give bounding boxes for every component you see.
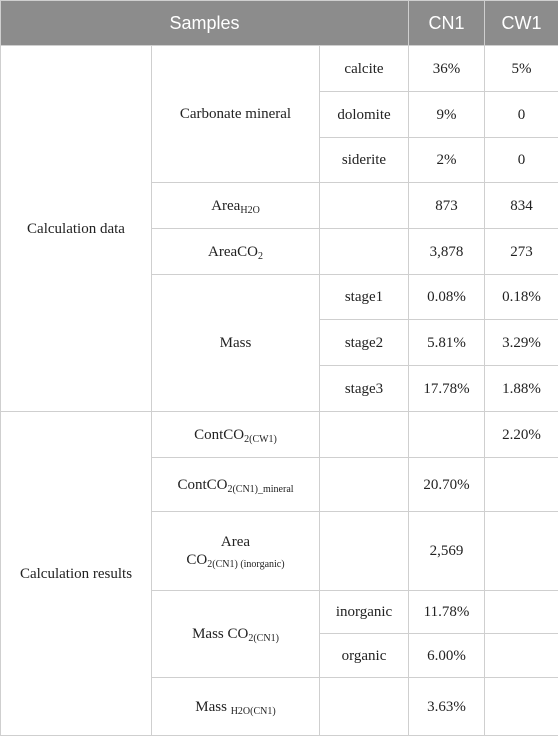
area-h2o-label: AreaH2O bbox=[152, 183, 320, 229]
header-samples: Samples bbox=[1, 1, 409, 46]
stage3-label: stage3 bbox=[320, 366, 409, 412]
stage1-label: stage1 bbox=[320, 275, 409, 320]
stage2-cn1: 5.81% bbox=[409, 320, 485, 366]
stage2-label: stage2 bbox=[320, 320, 409, 366]
stage3-cn1: 17.78% bbox=[409, 366, 485, 412]
cont-cw1-cw1: 2.20% bbox=[485, 412, 558, 458]
row-cont-cw1: Calculation results ContCO2(CW1) 2.20% bbox=[1, 412, 558, 458]
mass-co2-label: Mass CO2(CN1) bbox=[152, 591, 320, 678]
mass-h2o-cw1 bbox=[485, 678, 558, 736]
carbonate-mineral-label: Carbonate mineral bbox=[152, 46, 320, 183]
area-cn1-empty bbox=[320, 512, 409, 591]
group-calculation-data: Calculation data bbox=[1, 46, 152, 412]
dolomite-label: dolomite bbox=[320, 92, 409, 138]
cont-cw1-label: ContCO2(CW1) bbox=[152, 412, 320, 458]
stage1-cw1: 0.18% bbox=[485, 275, 558, 320]
siderite-label: siderite bbox=[320, 138, 409, 183]
organic-cn1: 6.00% bbox=[409, 634, 485, 678]
mass-label: Mass bbox=[152, 275, 320, 412]
header-row: Samples CN1 CW1 bbox=[1, 1, 558, 46]
siderite-cn1: 2% bbox=[409, 138, 485, 183]
mass-h2o-cn1: 3.63% bbox=[409, 678, 485, 736]
stage1-cn1: 0.08% bbox=[409, 275, 485, 320]
organic-label: organic bbox=[320, 634, 409, 678]
siderite-cw1: 0 bbox=[485, 138, 558, 183]
cont-cn1-cw1 bbox=[485, 458, 558, 512]
organic-cw1 bbox=[485, 634, 558, 678]
area-co2-cw1: 273 bbox=[485, 229, 558, 275]
calcite-label: calcite bbox=[320, 46, 409, 92]
cont-cw1-cn1 bbox=[409, 412, 485, 458]
area-cn1-cw1 bbox=[485, 512, 558, 591]
area-h2o-cw1: 834 bbox=[485, 183, 558, 229]
row-calcite: Calculation data Carbonate mineral calci… bbox=[1, 46, 558, 92]
group-calculation-results: Calculation results bbox=[1, 412, 152, 736]
inorganic-cw1 bbox=[485, 591, 558, 634]
cont-cn1-label: ContCO2(CN1)_mineral bbox=[152, 458, 320, 512]
area-h2o-cn1: 873 bbox=[409, 183, 485, 229]
area-h2o-empty bbox=[320, 183, 409, 229]
mass-h2o-empty bbox=[320, 678, 409, 736]
inorganic-cn1: 11.78% bbox=[409, 591, 485, 634]
inorganic-label: inorganic bbox=[320, 591, 409, 634]
area-cn1-cn1: 2,569 bbox=[409, 512, 485, 591]
calcite-cn1: 36% bbox=[409, 46, 485, 92]
area-co2-empty bbox=[320, 229, 409, 275]
stage2-cw1: 3.29% bbox=[485, 320, 558, 366]
mass-h2o-label: Mass H2O(CN1) bbox=[152, 678, 320, 736]
area-co2-cn1: 3,878 bbox=[409, 229, 485, 275]
area-co2-label: AreaCO2 bbox=[152, 229, 320, 275]
dolomite-cn1: 9% bbox=[409, 92, 485, 138]
dolomite-cw1: 0 bbox=[485, 92, 558, 138]
header-cw1: CW1 bbox=[485, 1, 558, 46]
calcite-cw1: 5% bbox=[485, 46, 558, 92]
cont-cn1-empty bbox=[320, 458, 409, 512]
stage3-cw1: 1.88% bbox=[485, 366, 558, 412]
cont-cn1-cn1: 20.70% bbox=[409, 458, 485, 512]
header-cn1: CN1 bbox=[409, 1, 485, 46]
cont-cw1-empty bbox=[320, 412, 409, 458]
